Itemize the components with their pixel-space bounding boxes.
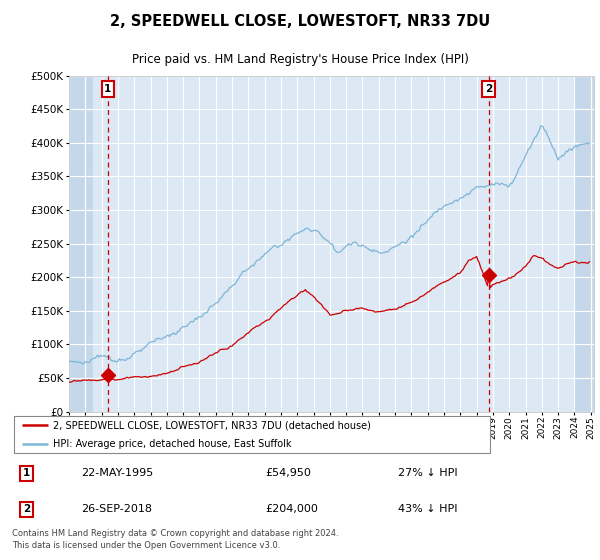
Text: £204,000: £204,000: [265, 504, 319, 514]
Text: 43% ↓ HPI: 43% ↓ HPI: [398, 504, 457, 514]
Text: £54,950: £54,950: [265, 468, 311, 478]
Text: Price paid vs. HM Land Registry's House Price Index (HPI): Price paid vs. HM Land Registry's House …: [131, 53, 469, 66]
Text: 2: 2: [23, 504, 30, 514]
Text: 27% ↓ HPI: 27% ↓ HPI: [398, 468, 458, 478]
Text: 22-MAY-1995: 22-MAY-1995: [81, 468, 154, 478]
Text: Contains HM Land Registry data © Crown copyright and database right 2024.
This d: Contains HM Land Registry data © Crown c…: [12, 529, 338, 550]
Bar: [69, 76, 94, 412]
Text: 1: 1: [104, 84, 112, 94]
Text: 2, SPEEDWELL CLOSE, LOWESTOFT, NR33 7DU (detached house): 2, SPEEDWELL CLOSE, LOWESTOFT, NR33 7DU …: [53, 421, 371, 430]
Text: 26-SEP-2018: 26-SEP-2018: [81, 504, 152, 514]
Text: HPI: Average price, detached house, East Suffolk: HPI: Average price, detached house, East…: [53, 439, 292, 449]
Text: 1: 1: [23, 468, 30, 478]
FancyBboxPatch shape: [14, 417, 490, 452]
Bar: [574, 76, 600, 412]
Text: 2, SPEEDWELL CLOSE, LOWESTOFT, NR33 7DU: 2, SPEEDWELL CLOSE, LOWESTOFT, NR33 7DU: [110, 14, 490, 29]
Bar: [574, 76, 600, 412]
Bar: [69, 76, 94, 412]
Text: 2: 2: [485, 84, 492, 94]
